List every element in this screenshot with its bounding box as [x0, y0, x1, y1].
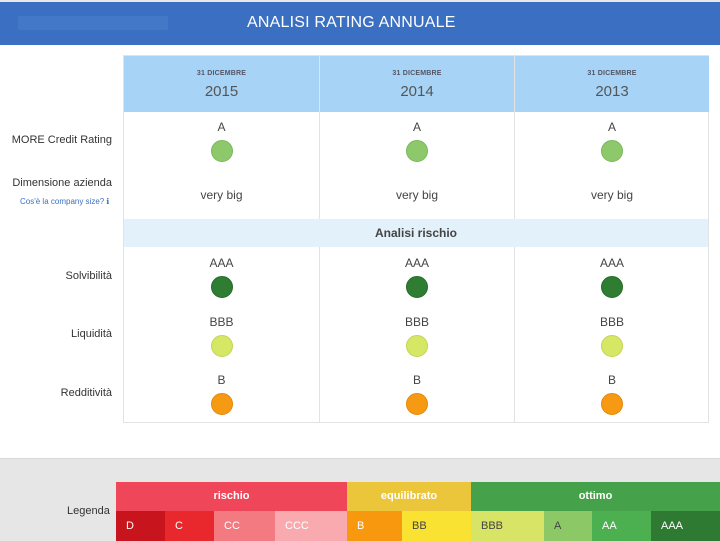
profitability-cell: B: [124, 373, 319, 415]
liquidity-value: BBB: [209, 315, 234, 329]
profitability-cell: B: [320, 373, 514, 415]
solvency-cell: AAA: [515, 256, 709, 298]
legend-group-balanced: equilibrato: [347, 482, 471, 511]
liquidity-cell: BBB: [515, 315, 709, 357]
legend-item-d: D: [116, 511, 165, 541]
solvency-value: AAA: [404, 256, 429, 270]
legend-item-bbb: BBB: [471, 511, 544, 541]
legend-item-cc: CC: [214, 511, 275, 541]
legend-item-aaa: AAA: [651, 511, 720, 541]
rating-dot-icon: [601, 276, 623, 298]
rating-table: 31 DICEMBRE 2015 A very big AAA BBB B 31…: [123, 55, 709, 423]
liquidity-value: BBB: [404, 315, 429, 329]
year-header: 31 DICEMBRE 2013: [515, 56, 709, 112]
page-title: ANALISI RATING ANNUALE: [247, 14, 456, 31]
rating-dot-icon: [406, 335, 428, 357]
rating-dot-icon: [601, 393, 623, 415]
profitability-cell: B: [515, 373, 709, 415]
company-size-value: very big: [200, 188, 243, 202]
profitability-value: B: [412, 373, 421, 387]
year-header: 31 DICEMBRE 2015: [124, 56, 319, 112]
company-size-value: very big: [590, 188, 634, 202]
year-date-label: 31 DICEMBRE: [392, 70, 442, 77]
credit-rating-value: A: [217, 120, 226, 134]
info-icon[interactable]: ℹ: [106, 197, 110, 206]
year-column: 31 DICEMBRE 2015 A very big AAA BBB B: [124, 56, 319, 422]
profitability-value: B: [607, 373, 616, 387]
profitability-value: B: [217, 373, 226, 387]
company-size-link-text[interactable]: Cos'è la company size?: [20, 197, 105, 206]
year-value: 2013: [595, 83, 629, 100]
legend-item-a: A: [544, 511, 592, 541]
legend-groups: rischio equilibrato ottimo: [116, 482, 720, 511]
liquidity-value: BBB: [599, 315, 624, 329]
rating-dot-icon: [210, 140, 233, 162]
rating-dot-icon: [601, 335, 623, 357]
legend-item-bb: BB: [402, 511, 471, 541]
legend-group-optimal: ottimo: [471, 482, 720, 511]
year-column: 31 DICEMBRE 2013 A very big AAA BBB B: [514, 56, 709, 422]
year-value: 2015: [204, 83, 239, 100]
credit-rating-cell: A: [320, 120, 514, 162]
rating-dot-icon: [601, 140, 623, 162]
liquidity-label: Liquidità: [71, 328, 112, 340]
legend-panel: Legenda rischio equilibrato ottimo D C C…: [0, 458, 720, 541]
legend-scale: D C CC CCC B BB BBB A AA AAA: [116, 511, 720, 541]
solvency-label: Solvibilità: [65, 270, 112, 282]
page-header: ANALISI RATING ANNUALE: [0, 0, 720, 45]
credit-rating-value: A: [607, 120, 616, 134]
legend-item-aa: AA: [592, 511, 651, 541]
company-size-info-link[interactable]: Cos'è la company size? ℹ: [20, 197, 109, 206]
rating-dot-icon: [406, 140, 428, 162]
credit-rating-cell: A: [124, 120, 319, 162]
solvency-cell: AAA: [124, 256, 319, 298]
profitability-label: Redditività: [60, 387, 112, 399]
legend-item-c: C: [165, 511, 214, 541]
year-value: 2014: [400, 83, 434, 100]
header-nav-placeholder: [18, 16, 168, 30]
liquidity-cell: BBB: [320, 315, 514, 357]
solvency-value: AAA: [209, 256, 234, 270]
year-column: 31 DICEMBRE 2014 A very big AAA BBB B: [319, 56, 514, 422]
company-size-value: very big: [395, 188, 439, 202]
solvency-cell: AAA: [320, 256, 514, 298]
legend-title: Legenda: [67, 505, 110, 517]
legend-item-b: B: [347, 511, 402, 541]
legend-item-ccc: CCC: [275, 511, 347, 541]
company-size-label: Dimensione azienda: [12, 177, 112, 189]
rating-dot-icon: [406, 276, 428, 298]
rating-dot-icon: [210, 393, 233, 415]
solvency-value: AAA: [599, 256, 624, 270]
year-date-label: 31 DICEMBRE: [587, 70, 637, 77]
year-date-label: 31 DICEMBRE: [196, 70, 247, 77]
liquidity-cell: BBB: [124, 315, 319, 357]
credit-rating-cell: A: [515, 120, 709, 162]
rating-dot-icon: [210, 276, 233, 298]
rating-dot-icon: [406, 393, 428, 415]
risk-analysis-header: Analisi rischio: [124, 219, 708, 247]
credit-rating-value: A: [412, 120, 421, 134]
credit-rating-label: MORE Credit Rating: [11, 134, 112, 146]
legend-group-risk: rischio: [116, 482, 347, 511]
year-header: 31 DICEMBRE 2014: [320, 56, 514, 112]
rating-dot-icon: [210, 335, 233, 357]
